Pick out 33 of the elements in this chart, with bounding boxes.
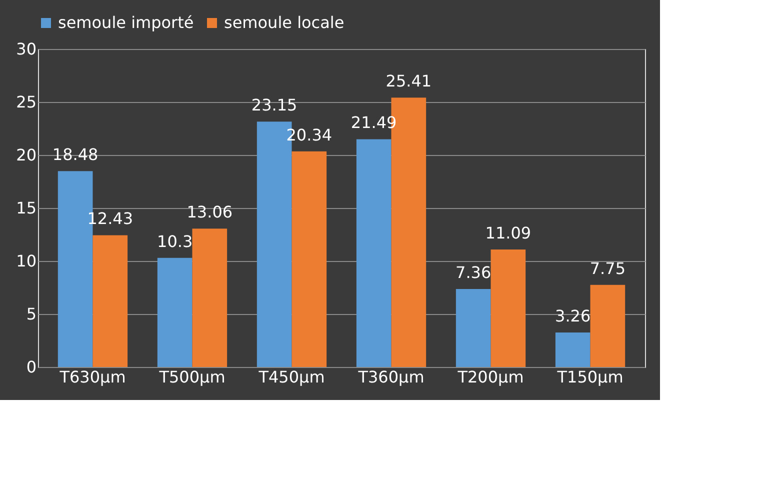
- y-tick-label: 20: [16, 146, 36, 164]
- bar: [456, 288, 491, 367]
- bar: [192, 228, 228, 367]
- x-tick-label: T200µm: [456, 368, 524, 386]
- y-tick-label: 15: [16, 198, 36, 218]
- data-label: 7.36: [456, 262, 492, 282]
- bar: [157, 258, 192, 367]
- y-tick-label: 10: [16, 252, 36, 270]
- legend-label: semoule locale: [224, 13, 344, 32]
- bar: [555, 332, 590, 367]
- data-label: 25.41: [386, 72, 432, 91]
- data-label: 3.26: [555, 306, 591, 326]
- bar: [356, 139, 392, 367]
- y-tick-label: 0: [26, 358, 36, 376]
- x-tick-label: T630µm: [58, 368, 126, 386]
- x-tick-label: T360µm: [357, 368, 424, 386]
- data-label: 11.09: [485, 223, 532, 242]
- data-label: 23.15: [251, 96, 298, 115]
- x-tick-label: T500µm: [158, 368, 226, 386]
- bar: [92, 235, 128, 367]
- x-tick-label: T450µm: [258, 368, 325, 386]
- data-label: 10.3: [157, 232, 193, 251]
- data-label: 13.06: [186, 202, 233, 222]
- y-tick-label: 30: [16, 40, 36, 58]
- bar: [292, 151, 327, 367]
- bar: [590, 284, 626, 367]
- y-tick-label: 25: [16, 92, 36, 112]
- legend-label: semoule importé: [58, 13, 194, 32]
- data-label: 18.48: [52, 145, 98, 164]
- y-tick-label: 5: [26, 304, 36, 324]
- data-label: 7.75: [590, 258, 626, 278]
- x-tick-label: T150µm: [556, 368, 624, 386]
- bar: [490, 249, 526, 367]
